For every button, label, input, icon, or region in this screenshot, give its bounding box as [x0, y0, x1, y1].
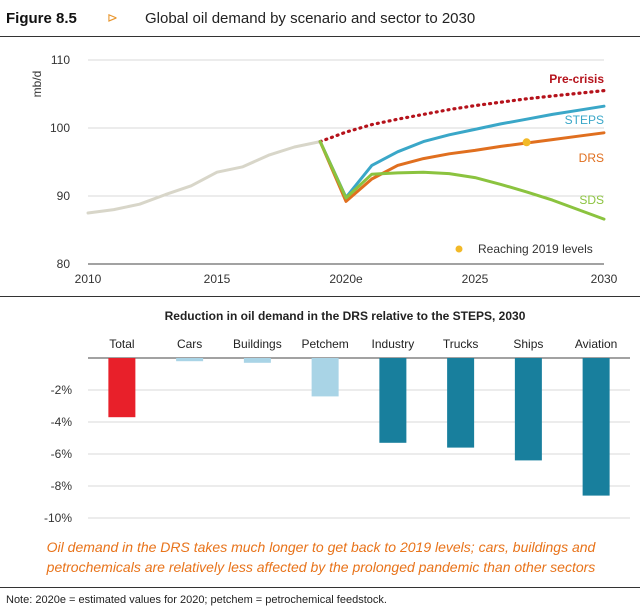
bar-chart-grid	[88, 357, 630, 519]
line-chart-series	[86, 88, 606, 221]
caption-line-2: petrochemicals are relatively less affec…	[46, 559, 596, 575]
bar-chart-bars	[108, 358, 610, 496]
y-tick-110: 110	[51, 53, 70, 67]
bar-category-petchem: Petchem	[301, 337, 348, 351]
bar-industry	[379, 358, 407, 443]
series-label-pre-crisis: Pre-crisis	[549, 72, 604, 86]
bar-category-cars: Cars	[177, 337, 202, 351]
bar-category-buildings: Buildings	[233, 337, 282, 351]
bar-chart-title: Reduction in oil demand in the DRS relat…	[165, 309, 526, 323]
line-chart-grid	[88, 59, 604, 265]
figure-header: Figure 8.5 ⊳ Global oil demand by scenar…	[0, 0, 640, 40]
x-tick-2015: 2015	[204, 272, 231, 286]
bar-total	[108, 358, 136, 418]
bar-cars	[176, 358, 204, 362]
line-chart: 80 90 100 110 2010 2015 2020e 2025 2030 mb/d Pr…	[30, 53, 618, 286]
bar-y-tick-6: -6%	[51, 447, 73, 461]
bar-y-tick-2: -2%	[51, 383, 73, 397]
line-chart-series-labels: Pre-crisis STEPS DRS SDS	[549, 72, 604, 207]
figure-title: Global oil demand by scenario and sector…	[145, 10, 476, 27]
series-line-pre-crisis	[318, 88, 606, 144]
x-tick-2025: 2025	[462, 272, 489, 286]
figure-caption: Oil demand in the DRS takes much longer …	[16, 537, 626, 577]
series-label-sds: SDS	[579, 193, 604, 207]
bar-chart-y-ticks: -2% -4% -6% -8% -10%	[44, 383, 72, 525]
bar-aviation	[582, 358, 610, 496]
bar-category-trucks: Trucks	[443, 337, 479, 351]
figure-note: Note: 2020e = estimated values for 2020;…	[6, 594, 387, 606]
x-tick-2030: 2030	[591, 272, 618, 286]
bar-y-tick-8: -8%	[51, 479, 73, 493]
line-chart-y-ticks: 80 90 100 110	[50, 53, 70, 271]
caption-line-1: Oil demand in the DRS takes much longer …	[46, 539, 596, 555]
series-line-steps	[318, 104, 606, 199]
bar-chart: Reduction in oil demand in the DRS relat…	[44, 309, 630, 525]
marker-reaching-2019-levels	[522, 138, 531, 147]
series-line-sds	[318, 140, 606, 221]
x-tick-2020e: 2020e	[329, 272, 363, 286]
y-tick-80: 80	[57, 257, 71, 271]
line-chart-y-axis-label: mb/d	[30, 71, 44, 98]
y-tick-100: 100	[50, 121, 70, 135]
bar-category-industry: Industry	[372, 337, 415, 351]
bar-category-total: Total	[109, 337, 134, 351]
y-tick-90: 90	[57, 189, 71, 203]
series-line-historical	[86, 140, 322, 215]
series-line-drs	[318, 131, 606, 203]
series-label-steps: STEPS	[565, 113, 604, 127]
series-label-drs: DRS	[579, 151, 604, 165]
header-divider	[0, 36, 640, 37]
line-chart-markers	[522, 138, 531, 147]
bar-category-aviation: Aviation	[575, 337, 617, 351]
x-tick-2010: 2010	[75, 272, 102, 286]
section-divider	[0, 296, 640, 297]
figure-label: Figure 8.5	[6, 10, 77, 27]
bar-category-ships: Ships	[513, 337, 543, 351]
legend-dot-icon	[455, 245, 463, 253]
legend-label: Reaching 2019 levels	[478, 242, 593, 256]
line-chart-legend: Reaching 2019 levels	[455, 242, 593, 256]
bar-chart-category-labels: Total Cars Buildings Petchem Industry Trucks S…	[109, 337, 617, 351]
bar-trucks	[447, 358, 475, 448]
bar-buildings	[243, 358, 271, 363]
figure-arrow-icon: ⊳	[107, 10, 118, 25]
bar-y-tick-10: -10%	[44, 511, 72, 525]
bar-ships	[514, 358, 542, 461]
line-chart-x-ticks: 2010 2015 2020e 2025 2030	[75, 272, 618, 286]
footer-divider	[0, 587, 640, 588]
bar-petchem	[311, 358, 339, 397]
bar-y-tick-4: -4%	[51, 415, 73, 429]
